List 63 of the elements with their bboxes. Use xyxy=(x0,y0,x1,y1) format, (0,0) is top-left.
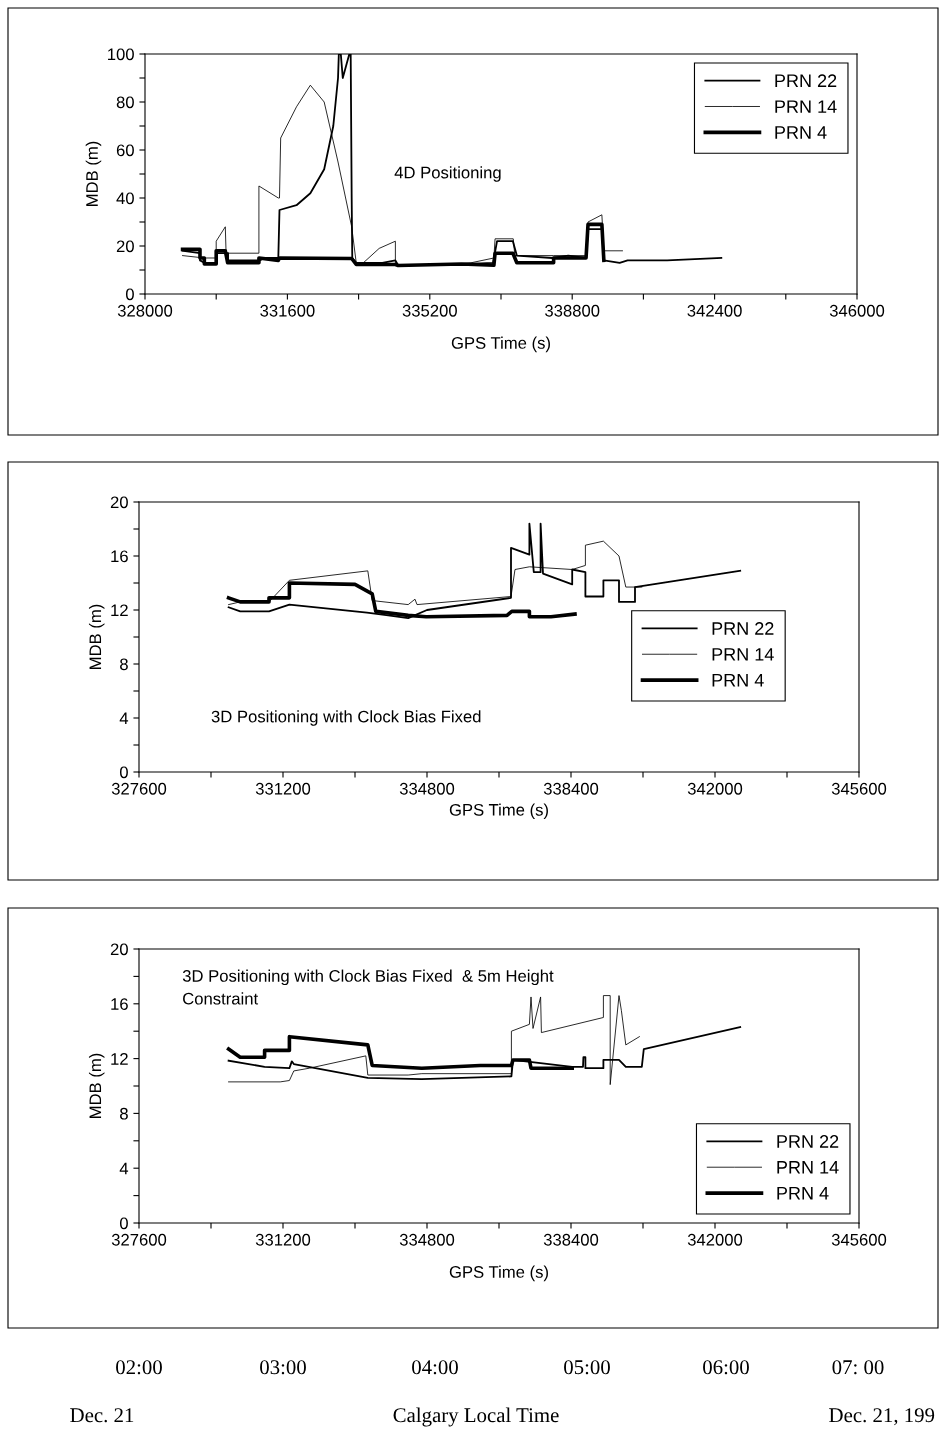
legend-label: PRN 14 xyxy=(712,648,774,661)
y-tick-label: 12 xyxy=(111,1053,128,1065)
x-tick-label: 335200 xyxy=(402,304,457,317)
y-tick-label: 20 xyxy=(110,496,128,509)
x-tick-label: 345600 xyxy=(831,782,887,795)
x-tick-label: 327600 xyxy=(111,782,167,795)
y-tick-label: 100 xyxy=(108,48,134,61)
y-tick-label: 0 xyxy=(119,766,128,779)
x-tick-label: 334800 xyxy=(399,1233,455,1246)
x-tick-label: 328000 xyxy=(117,304,173,317)
y-axis-title: MDB (m) xyxy=(85,141,102,206)
x-tick-label: 345600 xyxy=(831,1233,887,1246)
x-tick-label: 327600 xyxy=(111,1233,167,1246)
legend-label: PRN 4 xyxy=(775,126,827,139)
x-axis-title: GPS Time (s) xyxy=(449,803,548,820)
x-tick-label: 338400 xyxy=(543,1233,599,1246)
annotation: 4D Positioning xyxy=(394,166,501,182)
x-tick-label: 342000 xyxy=(687,782,743,795)
text: 02:00 xyxy=(116,1360,162,1375)
y-tick-label: 20 xyxy=(110,943,128,956)
x-tick-label: 342400 xyxy=(687,304,742,317)
legend-label: PRN 4 xyxy=(777,1186,829,1200)
y-tick-label: 8 xyxy=(120,1107,128,1120)
x-axis-title: GPS Time (s) xyxy=(451,336,550,353)
text: Dec. 21 xyxy=(70,1408,134,1423)
legend-label: PRN 22 xyxy=(777,1135,839,1148)
annotation: 3D Positioning with Clock Bias Fixed xyxy=(211,710,481,726)
y-tick-label: 80 xyxy=(116,96,134,109)
legend-label: PRN 22 xyxy=(712,622,774,635)
x-tick-label: 342000 xyxy=(687,1233,743,1246)
x-tick-label: 338800 xyxy=(545,304,600,317)
text: Calgary Local Time xyxy=(393,1407,559,1427)
y-tick-label: 60 xyxy=(116,144,134,157)
y-tick-label: 12 xyxy=(111,604,128,617)
y-tick-label: 8 xyxy=(120,658,128,671)
legend-label: PRN 14 xyxy=(777,1161,839,1174)
y-tick-label: 0 xyxy=(125,288,134,301)
text: 04:00 xyxy=(412,1360,458,1375)
x-tick-label: 346000 xyxy=(829,304,885,317)
y-tick-label: 0 xyxy=(119,1217,128,1230)
y-tick-label: 16 xyxy=(111,998,128,1010)
legend-label: PRN 14 xyxy=(775,100,837,113)
x-tick-label: 331600 xyxy=(260,304,315,317)
y-tick-label: 20 xyxy=(116,240,134,253)
y-tick-label: 16 xyxy=(111,550,128,563)
x-axis-title: GPS Time (s) xyxy=(449,1265,548,1282)
x-tick-label: 331200 xyxy=(255,1233,311,1246)
y-tick-label: 4 xyxy=(119,712,129,725)
legend-label: PRN 4 xyxy=(712,674,764,687)
y-axis-title: MDB (m) xyxy=(88,604,105,669)
text: Dec. 21, 199 xyxy=(829,1408,935,1426)
y-tick-label: 40 xyxy=(116,192,134,205)
text: 03:00 xyxy=(260,1360,306,1375)
text: 05:00 xyxy=(564,1360,610,1375)
y-axis-title: MDB (m) xyxy=(88,1053,105,1118)
annotation: 3D Positioning with Clock Bias Fixed & 5m Height Constraint xyxy=(182,969,554,1005)
text: 07: 00 xyxy=(832,1360,884,1375)
y-tick-label: 4 xyxy=(119,1162,129,1175)
x-tick-label: 338400 xyxy=(543,782,599,795)
x-tick-label: 331200 xyxy=(255,782,311,795)
text: 06:00 xyxy=(703,1360,749,1375)
legend-label: PRN 22 xyxy=(775,74,837,87)
x-tick-label: 334800 xyxy=(399,782,455,795)
